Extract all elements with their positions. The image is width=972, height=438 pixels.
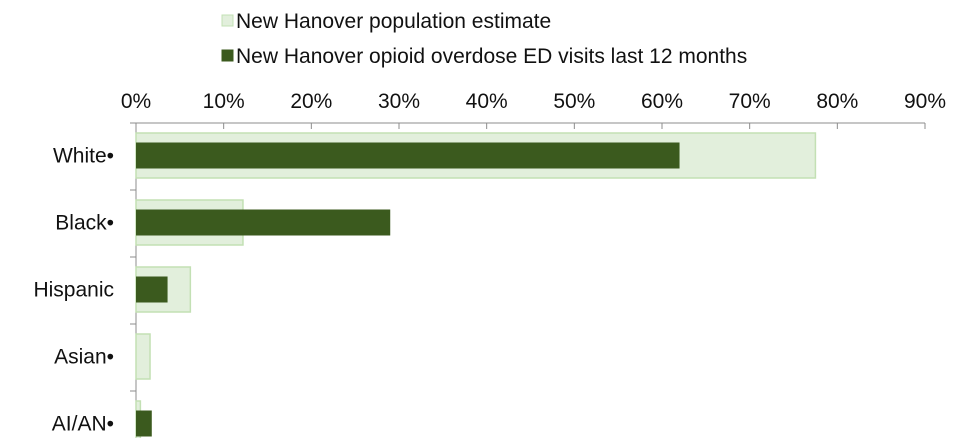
x-tick-label: 60% [641,90,683,113]
legend-swatch-0 [221,14,234,27]
bar-ed-visits-2 [136,276,168,303]
x-tick-label: 0% [121,90,151,113]
x-tick-label: 70% [729,90,771,113]
x-tick-label: 80% [816,90,858,113]
y-category-label: AI/AN• [52,413,114,436]
legend-label-1: New Hanover opioid overdose ED visits la… [236,45,747,68]
bar-population-3 [135,333,151,380]
y-category-label: White• [53,145,114,168]
x-tick-label: 20% [290,90,332,113]
x-tick-label: 50% [553,90,595,113]
bar-ed-visits-0 [136,142,680,169]
x-tick-label: 90% [904,90,946,113]
y-category-label: Asian• [54,346,114,369]
x-tick-label: 30% [378,90,420,113]
y-category-label: Hispanic [33,279,114,302]
bar-ed-visits-1 [136,209,391,236]
legend-label-0: New Hanover population estimate [236,10,551,33]
x-tick-label: 10% [203,90,245,113]
y-category-label: Black• [55,212,114,235]
legend-swatch-1 [221,49,234,62]
x-tick-label: 40% [466,90,508,113]
bar-ed-visits-4 [136,410,152,437]
